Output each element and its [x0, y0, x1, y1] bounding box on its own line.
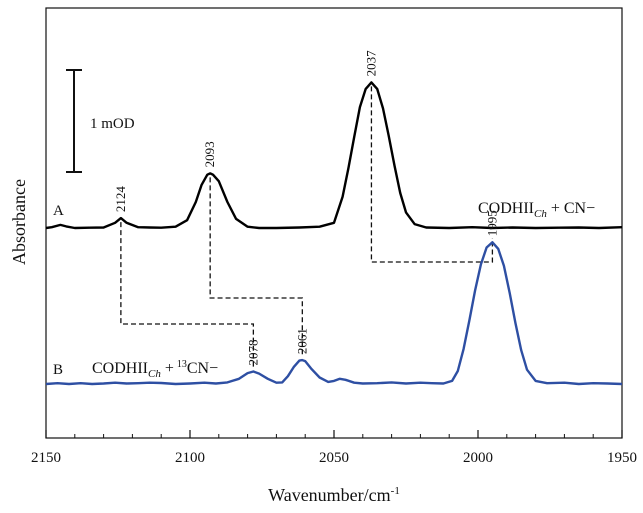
series-letter-A: A: [53, 203, 64, 219]
x-axis-tick-labels: 2150 2100 2050 2000 1950: [31, 450, 637, 466]
peak-label: 2078: [245, 340, 260, 366]
spectrum-B: [45, 241, 623, 386]
x-tick-label: 1950: [607, 450, 637, 466]
x-tick-label: 2050: [319, 450, 349, 466]
peak-label: 2061: [294, 328, 309, 354]
series-letter-B: B: [53, 362, 63, 378]
peak-labels: 2124 2093 2037 2078 2061 1995: [113, 50, 500, 366]
spectrum-A: [45, 81, 623, 230]
x-axis-label: Wavenumber/cm-1: [268, 485, 400, 505]
x-tick-label: 2000: [463, 450, 493, 466]
spectra: [45, 81, 623, 386]
y-axis-label: Absorbance: [9, 179, 29, 265]
peak-label: 2093: [202, 141, 217, 167]
scale-bar: 1 mOD: [66, 69, 135, 173]
correlation-line: [120, 222, 255, 368]
correlation-line: [209, 177, 303, 357]
series-legend-A: CODHIICh + CN−: [478, 200, 595, 220]
series-legend-B: CODHIICh +13CN−: [92, 359, 218, 380]
series-labels: A B CODHIICh + CN− CODHIICh +13CN−: [53, 200, 595, 380]
correlation-lines: [120, 86, 494, 368]
peak-label: 2124: [113, 186, 128, 213]
scale-bar-label: 1 mOD: [90, 116, 135, 132]
correlation-line: [370, 86, 494, 263]
x-tick-label: 2150: [31, 450, 61, 466]
x-axis-ticks: [45, 430, 623, 438]
peak-label: 2037: [363, 50, 378, 77]
peak-label: 1995: [484, 210, 499, 236]
x-tick-label: 2100: [175, 450, 205, 466]
